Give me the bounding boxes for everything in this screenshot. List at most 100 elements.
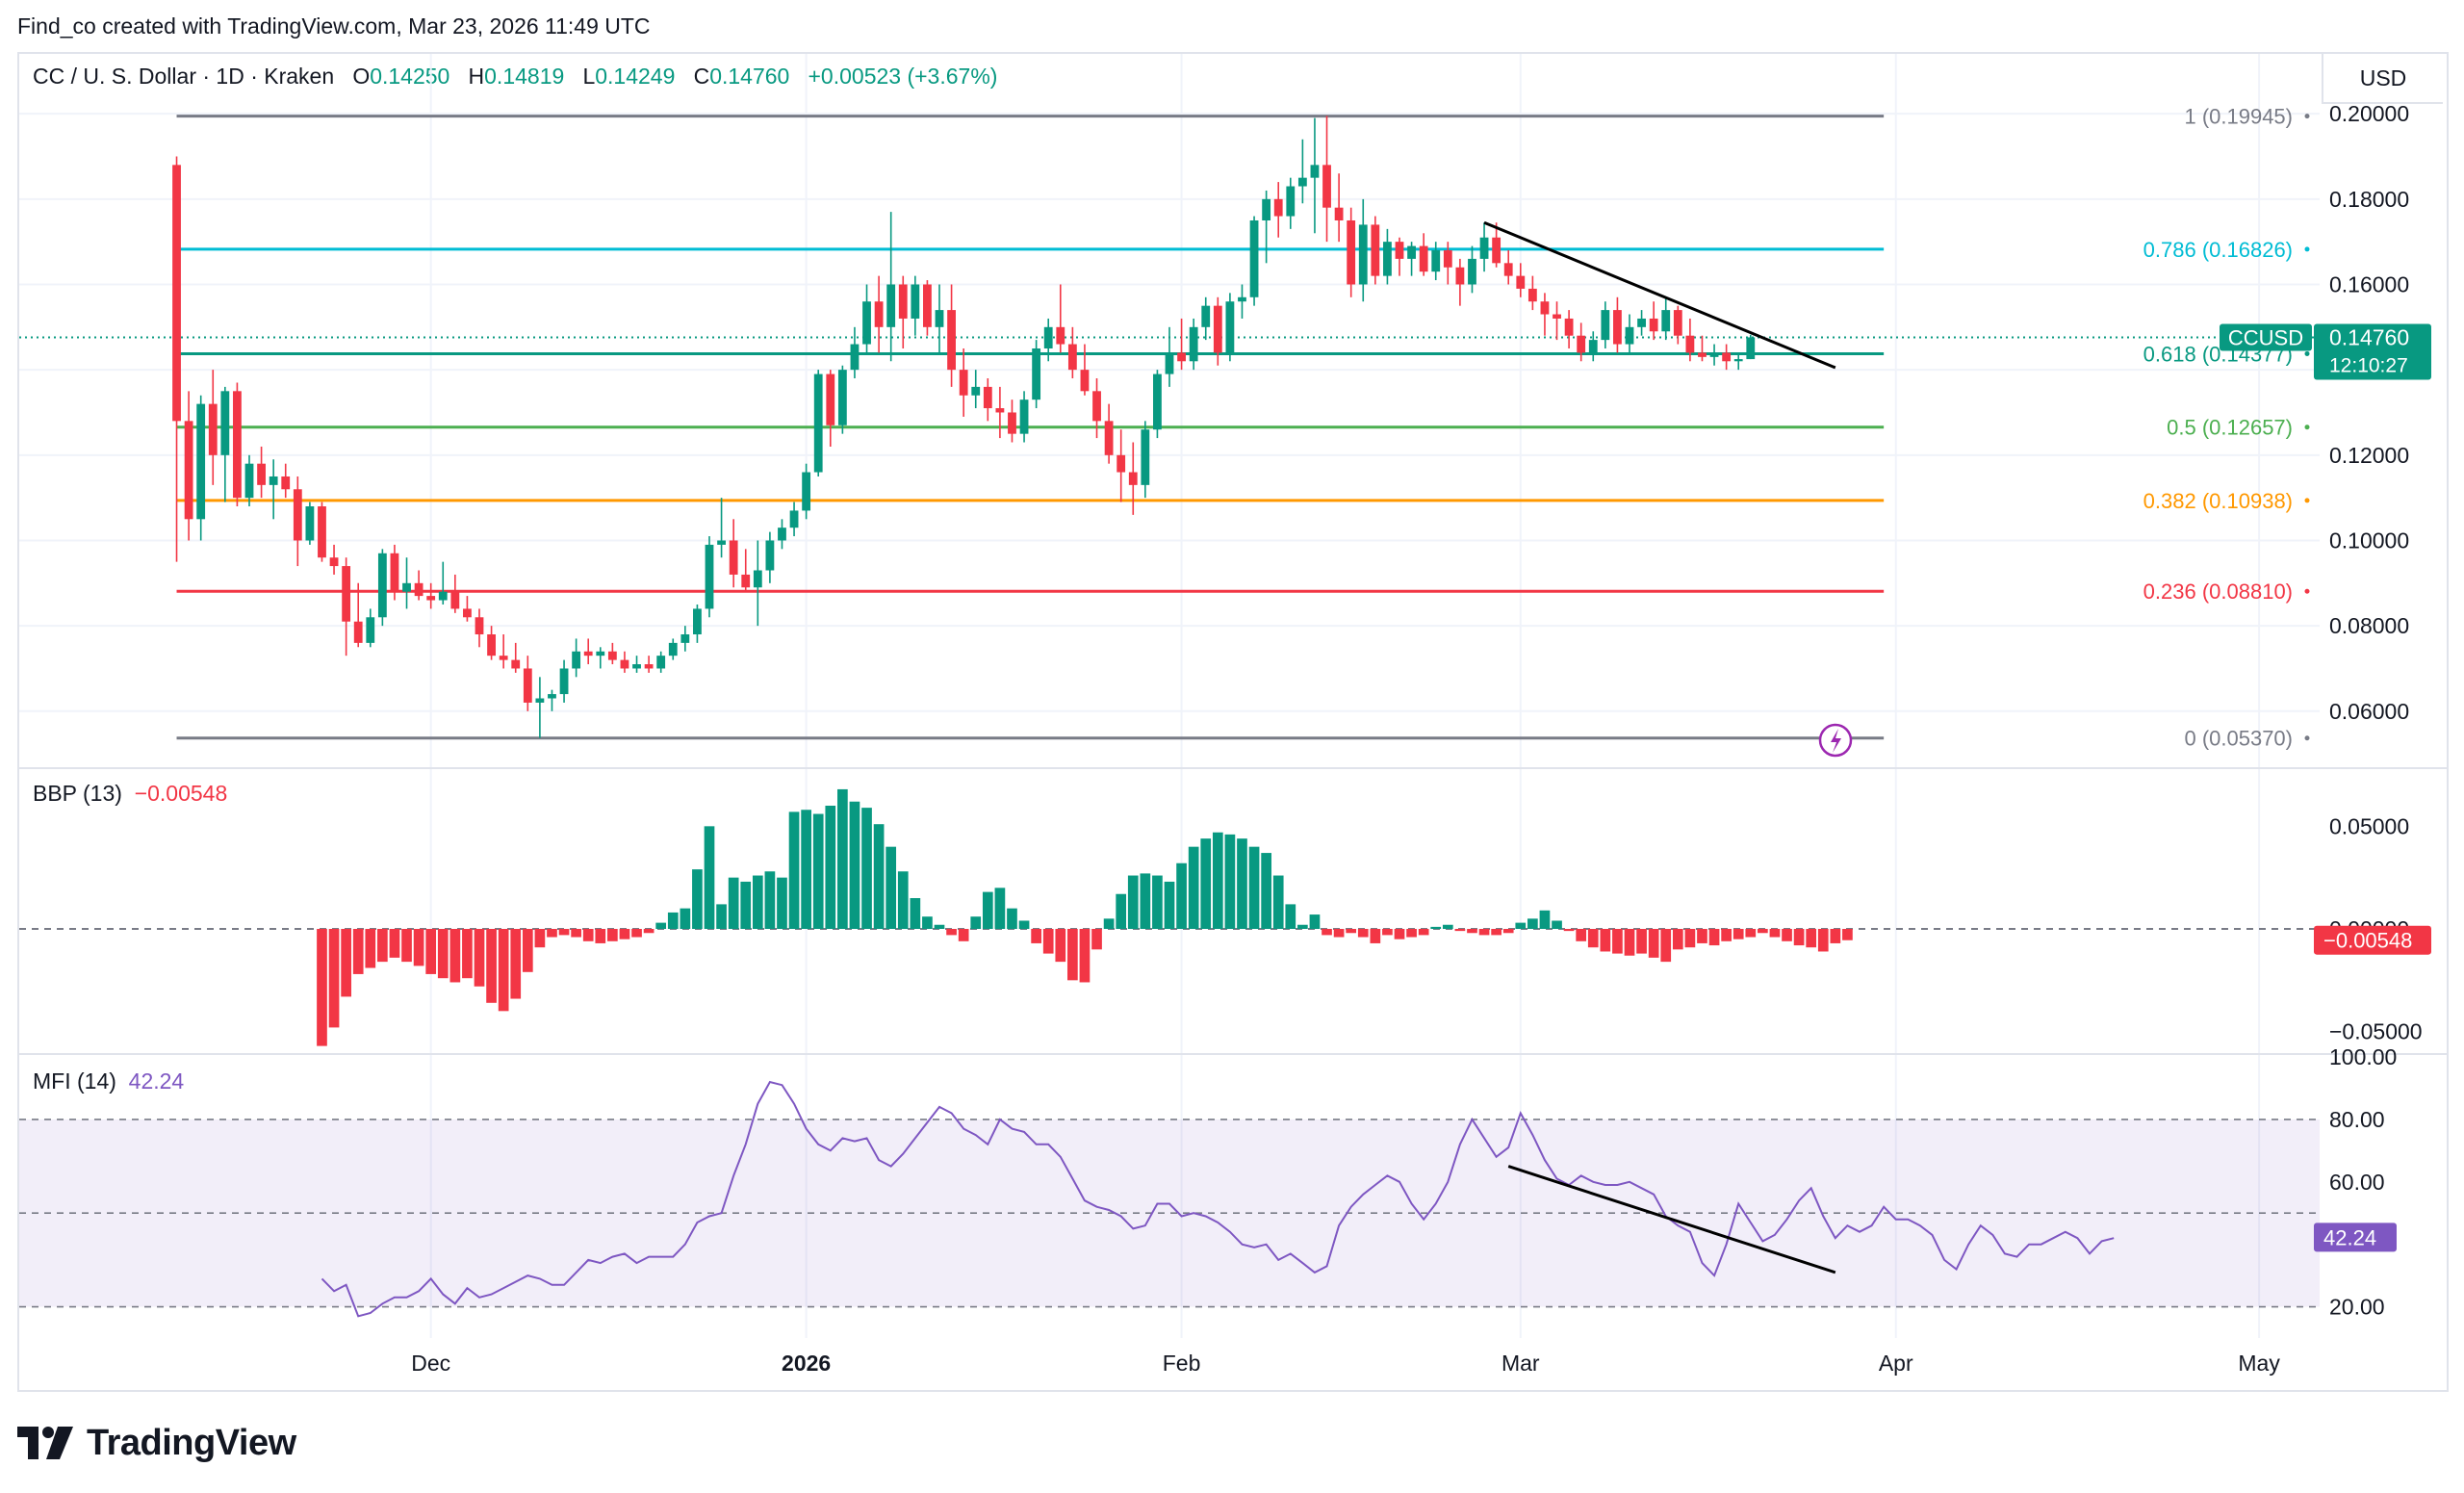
bbp-bar [1782, 929, 1792, 941]
candle-body [1116, 454, 1126, 473]
bbp-bar [1042, 929, 1054, 954]
mfi-badge-label: 42.24 [2323, 1225, 2376, 1249]
candle-body [1395, 242, 1404, 259]
bbp-bar [1285, 904, 1296, 929]
candle-body [1503, 263, 1513, 276]
bbp-bar [1370, 929, 1381, 943]
candle-body [874, 301, 884, 327]
bbp-bar [680, 908, 691, 929]
bbp-axis-label: −0.05000 [2329, 1019, 2423, 1044]
bbp-bar [1467, 929, 1477, 934]
candle-body [233, 391, 242, 499]
candle-body [596, 651, 605, 656]
bbp-bar [1793, 929, 1805, 946]
bbp-bar [801, 810, 811, 929]
candle-body [1468, 258, 1476, 285]
tradingview-logo-icon [17, 1427, 73, 1459]
candle-body [377, 553, 387, 618]
mfi-trendline [1507, 1165, 1836, 1274]
candle-body [342, 566, 351, 622]
bbp-value-badge [2314, 925, 2431, 955]
bbp-bar [498, 929, 509, 1012]
candle-body [318, 506, 326, 558]
candle-body [1286, 186, 1296, 217]
candle-body [257, 463, 266, 485]
bbp-bar [1031, 929, 1041, 943]
candle-body [1165, 352, 1174, 374]
bbp-bar [619, 929, 630, 940]
candle-body [523, 668, 532, 703]
bbp-bar [558, 929, 570, 936]
candle-body [680, 634, 690, 643]
price-axis-label: 0.16000 [2329, 271, 2409, 296]
open-label: O [352, 64, 371, 89]
symbol-badge [2220, 323, 2312, 351]
bbp-bar [486, 929, 497, 1003]
mfi-legend[interactable]: MFI (14) 42.24 [33, 1068, 184, 1094]
price-axis-label: 0.20000 [2329, 101, 2409, 126]
tradingview-logo[interactable]: TradingView [17, 1419, 296, 1467]
mfi-axis-label: 80.00 [2329, 1107, 2385, 1132]
candle-body [1189, 326, 1198, 362]
bbp-bar [1116, 893, 1127, 929]
candle-body [244, 463, 254, 499]
fib-handle [2304, 735, 2310, 741]
candle-body [1746, 337, 1756, 360]
candle-body [305, 506, 315, 541]
bbp-bar [1079, 929, 1091, 983]
price-axis-label: 0.12000 [2329, 443, 2409, 468]
bbp-bar [1636, 929, 1647, 954]
candle-body [620, 659, 629, 669]
candle-body [1201, 305, 1211, 327]
bbp-bar [401, 929, 412, 963]
bbp-bar [582, 929, 594, 941]
bbp-bar [1842, 929, 1853, 940]
candle-body [935, 310, 944, 327]
bbp-bar [897, 871, 909, 929]
bbp-bar [1552, 920, 1562, 929]
chart-frame[interactable] [17, 52, 2449, 1392]
bbp-bar [982, 891, 993, 929]
candle-body [1334, 207, 1344, 220]
candle-body [1649, 318, 1658, 332]
candle-body [741, 574, 751, 588]
bbp-bar [1758, 929, 1768, 934]
bbp-bar [1491, 929, 1502, 936]
bbp-legend[interactable]: BBP (13) −0.00548 [33, 781, 227, 807]
candle-body [886, 284, 896, 327]
bbp-bar [1454, 929, 1466, 932]
bbp-bar [1406, 929, 1417, 938]
candle-body [1722, 352, 1732, 362]
candle-body [535, 698, 545, 703]
bbp-bar [849, 801, 860, 929]
candle-body [1383, 242, 1392, 276]
symbol-label[interactable]: CC / U. S. Dollar · 1D · Kraken [33, 64, 335, 89]
candle-body [583, 651, 593, 656]
fib-level-label: 0.5 (0.12657) [2167, 416, 2293, 440]
candle-body [1310, 165, 1320, 178]
bbp-bar [449, 929, 461, 983]
candle-body [1407, 245, 1416, 259]
candle-body [1273, 198, 1283, 217]
candle-body [572, 651, 581, 669]
countdown-timer: 12:10:27 [2329, 354, 2408, 376]
bbp-bar [812, 813, 824, 929]
price-legend: CC / U. S. Dollar · 1D · Kraken O0.14250… [33, 64, 997, 90]
bbp-bar [522, 929, 533, 972]
candle-body [1225, 301, 1235, 353]
bbp-bar [994, 888, 1006, 929]
fib-handle [2304, 498, 2310, 503]
candle-body [1043, 326, 1053, 348]
symbol-badge-label: CCUSD [2228, 325, 2303, 349]
candle-body [269, 476, 278, 485]
bbp-bar [1067, 929, 1078, 981]
candle-body [1032, 348, 1041, 400]
candle-body [1661, 310, 1671, 332]
high-value: 0.14819 [484, 64, 565, 89]
currency-button[interactable]: USD [2322, 54, 2443, 104]
bbp-bar [704, 826, 715, 929]
candle-body [1056, 326, 1065, 345]
bbp-bar [1224, 834, 1236, 929]
candle-body [402, 582, 411, 592]
